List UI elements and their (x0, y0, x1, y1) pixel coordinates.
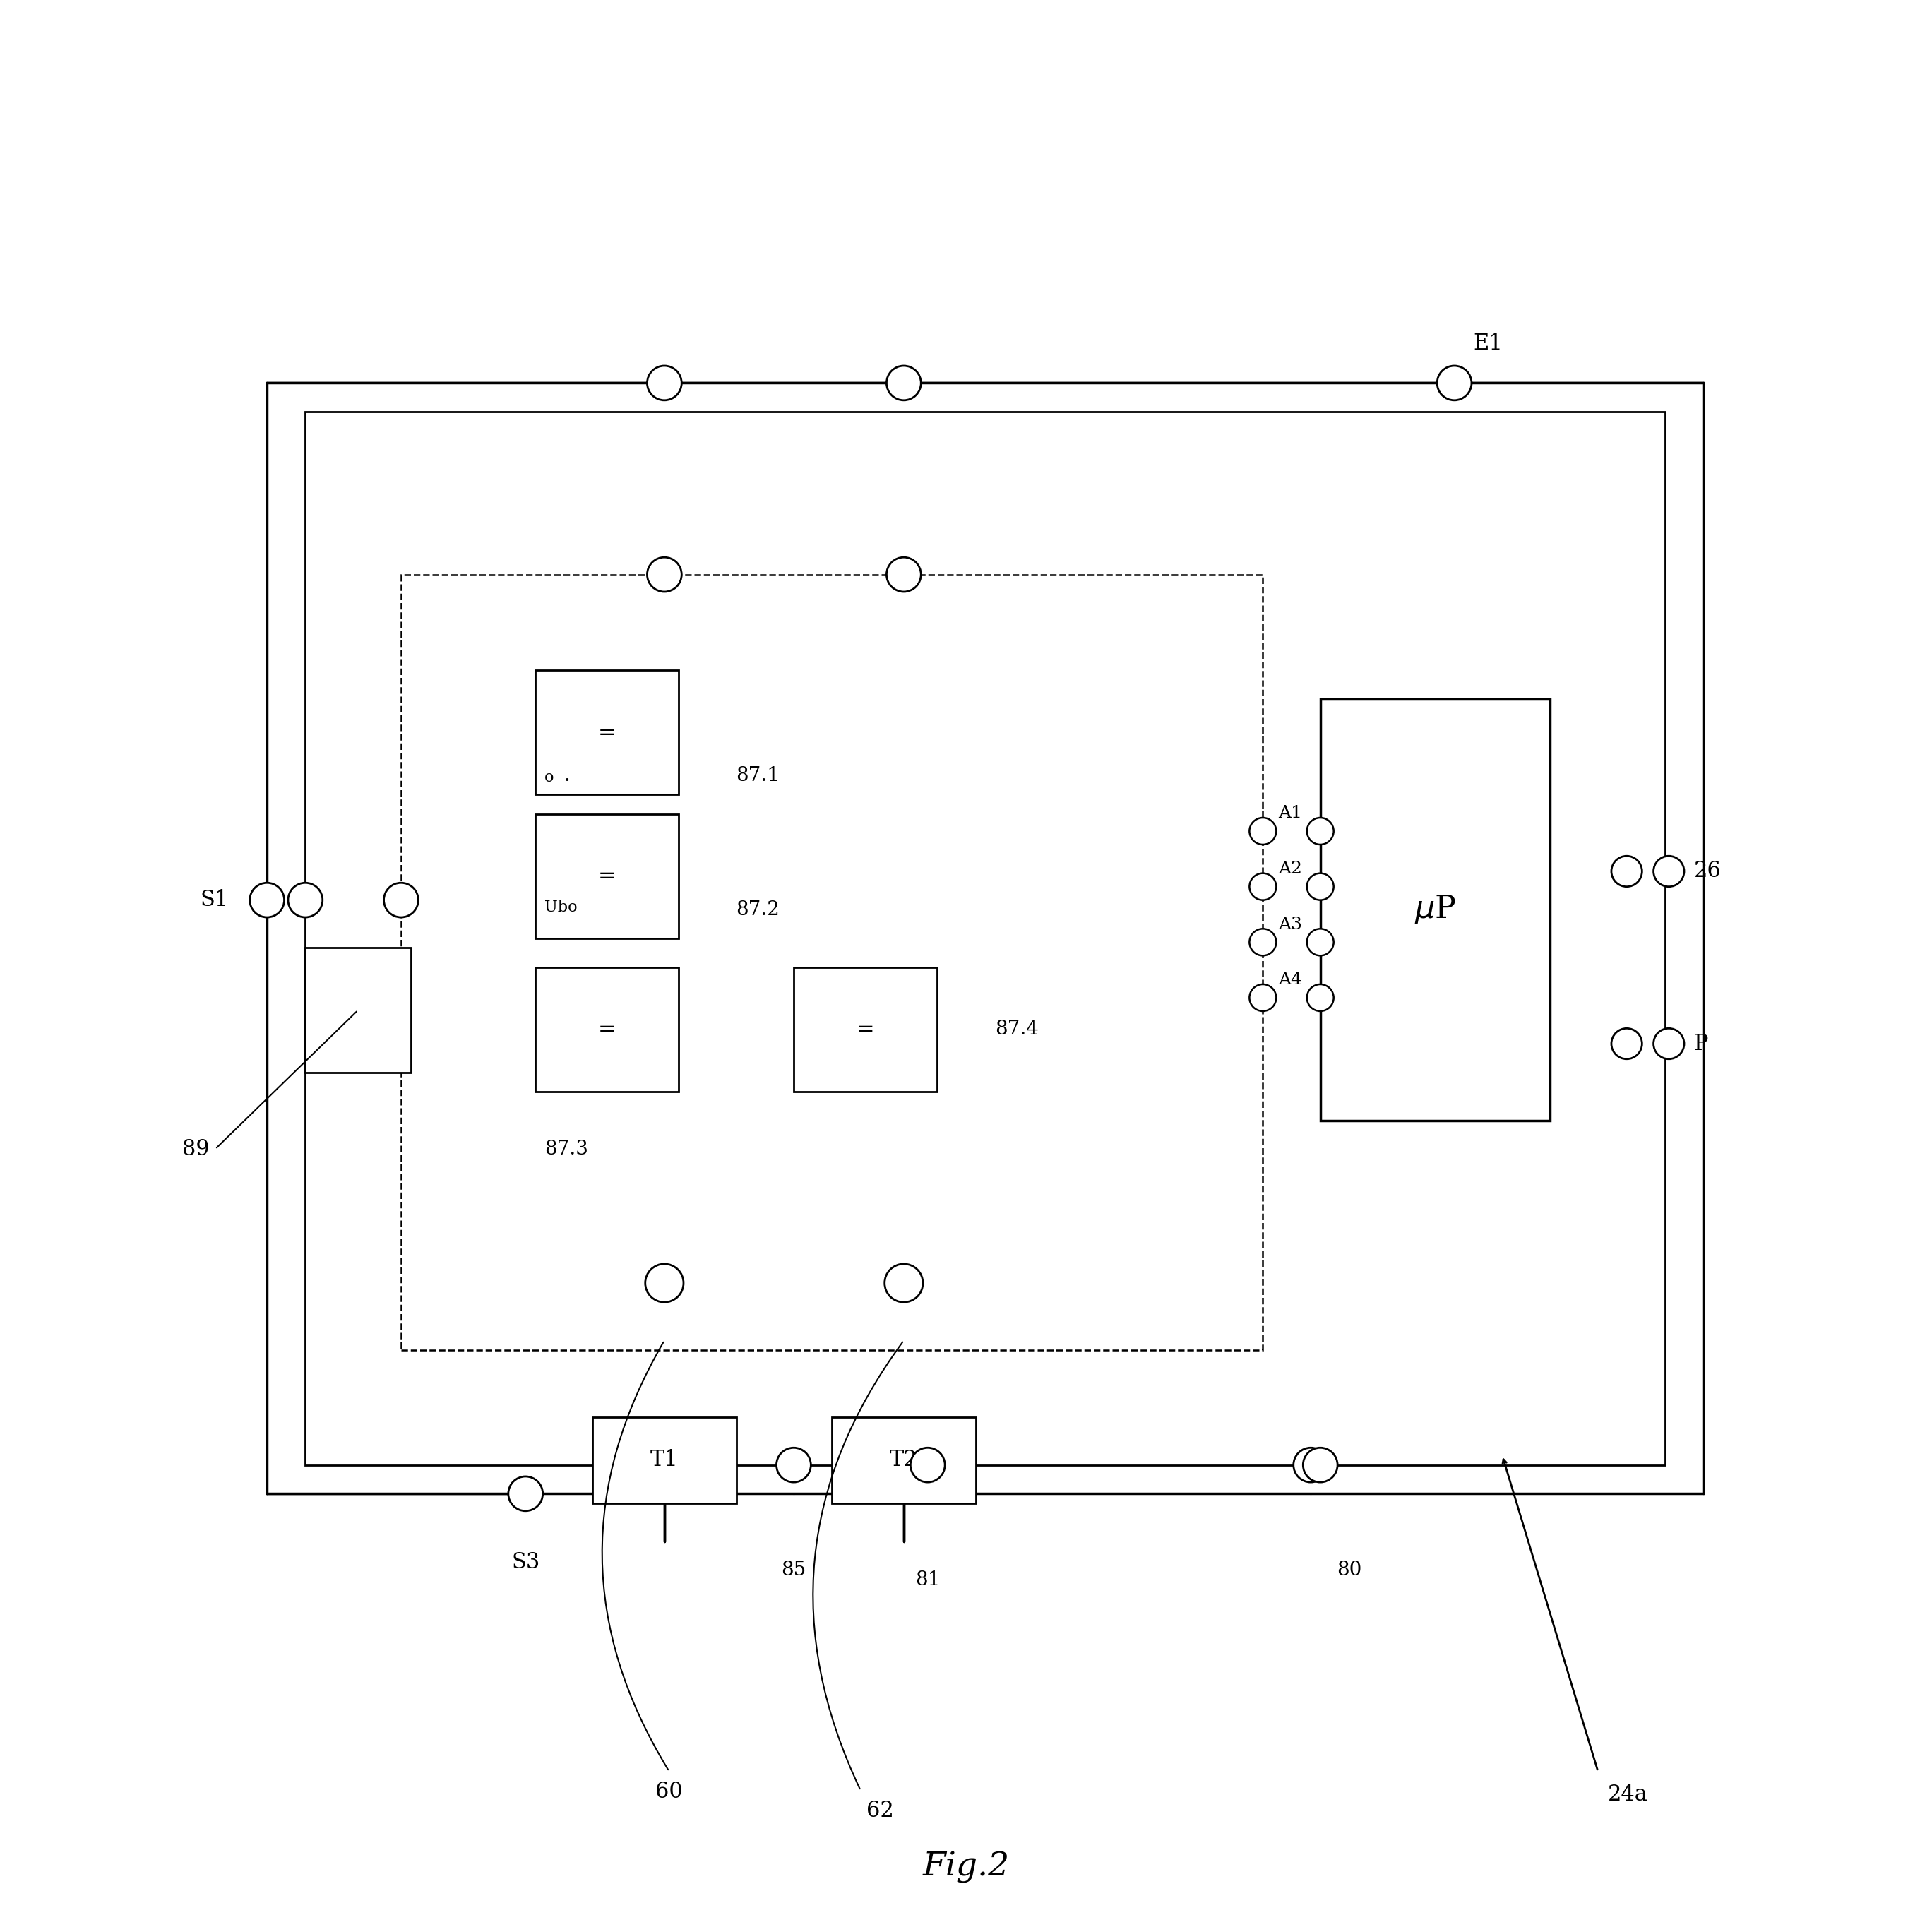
Text: 60: 60 (655, 1781, 682, 1802)
Circle shape (1250, 984, 1277, 1011)
Circle shape (1306, 873, 1333, 900)
Circle shape (384, 883, 419, 917)
Bar (535, 814, 678, 938)
Text: 81: 81 (916, 1570, 941, 1589)
Circle shape (1302, 1448, 1337, 1482)
Circle shape (1437, 366, 1472, 400)
Circle shape (1250, 929, 1277, 956)
Circle shape (1654, 856, 1685, 887)
Circle shape (1250, 818, 1277, 845)
Circle shape (1611, 1028, 1642, 1059)
Text: A2: A2 (1279, 862, 1302, 877)
Bar (593, 1417, 736, 1503)
Text: 85: 85 (781, 1561, 806, 1580)
Text: =: = (597, 722, 616, 743)
Text: 62: 62 (866, 1800, 893, 1821)
Circle shape (885, 1264, 923, 1302)
Text: A1: A1 (1279, 806, 1302, 822)
Bar (267, 383, 1704, 1494)
Bar (402, 574, 1264, 1350)
Text: E1: E1 (1474, 333, 1503, 354)
Circle shape (1250, 873, 1277, 900)
Text: A4: A4 (1279, 973, 1302, 988)
Text: $\mu$P: $\mu$P (1414, 894, 1457, 925)
Circle shape (1306, 818, 1333, 845)
Text: 26: 26 (1694, 860, 1721, 883)
Circle shape (777, 1448, 811, 1482)
Bar (794, 967, 937, 1092)
Bar (535, 670, 678, 795)
Text: S3: S3 (512, 1551, 539, 1572)
Text: o: o (545, 770, 554, 785)
Text: Fig.2: Fig.2 (922, 1852, 1010, 1882)
Text: =: = (856, 1019, 875, 1040)
Text: 87.1: 87.1 (736, 766, 781, 785)
Text: •: • (564, 776, 570, 785)
Circle shape (647, 366, 682, 400)
Circle shape (1306, 929, 1333, 956)
Bar (305, 412, 1665, 1465)
Circle shape (508, 1476, 543, 1511)
Circle shape (1306, 984, 1333, 1011)
Text: 87.4: 87.4 (995, 1021, 1037, 1038)
Circle shape (887, 557, 922, 592)
Text: =: = (597, 866, 616, 887)
Circle shape (249, 883, 284, 917)
Circle shape (887, 366, 922, 400)
Text: 80: 80 (1337, 1561, 1362, 1580)
Text: S1: S1 (201, 889, 228, 912)
Text: P: P (1694, 1032, 1708, 1055)
Text: 87.3: 87.3 (545, 1139, 589, 1159)
Bar (305, 948, 412, 1072)
Bar (535, 967, 678, 1092)
Text: 89: 89 (182, 1138, 209, 1160)
Circle shape (647, 557, 682, 592)
Text: T1: T1 (651, 1450, 678, 1471)
Text: 24a: 24a (1607, 1783, 1648, 1806)
Bar (402, 574, 1264, 1350)
Circle shape (288, 883, 323, 917)
Text: =: = (597, 1019, 616, 1040)
Text: Ubo: Ubo (545, 900, 578, 915)
Text: A3: A3 (1279, 917, 1302, 933)
Circle shape (910, 1448, 945, 1482)
Bar (833, 1417, 976, 1503)
Circle shape (1611, 856, 1642, 887)
Circle shape (1294, 1448, 1327, 1482)
Text: T2: T2 (891, 1450, 918, 1471)
Circle shape (645, 1264, 684, 1302)
Bar (1320, 699, 1549, 1120)
Text: 87.2: 87.2 (736, 900, 781, 919)
Circle shape (1654, 1028, 1685, 1059)
